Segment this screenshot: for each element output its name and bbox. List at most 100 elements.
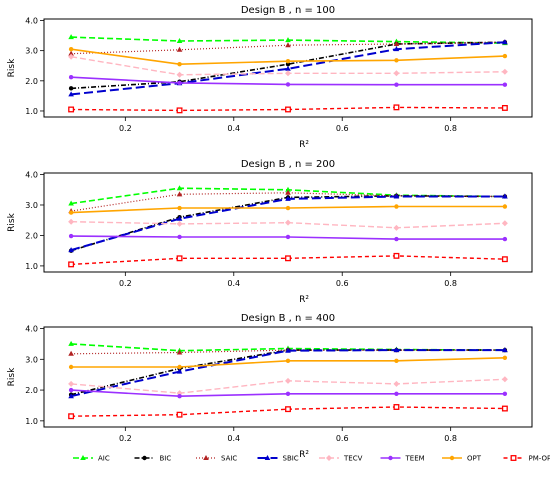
y-tick-label: 1.0 [25, 107, 38, 116]
x-tick-label: 0.8 [444, 434, 457, 443]
series-pm-opt [68, 404, 508, 420]
data-point-tecv [501, 68, 508, 75]
legend-label-pm-opt: PM-OPT [529, 455, 550, 463]
x-axis-label: R² [299, 140, 309, 150]
data-point-aic [68, 34, 74, 40]
data-point-bic [68, 86, 74, 91]
y-tick-label: 1.0 [25, 262, 38, 271]
x-tick-label: 0.6 [336, 434, 349, 443]
data-point-teem [68, 233, 74, 239]
data-point-teem [285, 82, 291, 87]
series-opt [68, 355, 508, 370]
data-point-pm-opt [68, 413, 75, 420]
chart-panel-2: Design B , n = 200 1.0 2.0 3.0 4.0 0.2 0.4 0.6 0… [7, 159, 533, 305]
y-tick-label: 4.0 [25, 325, 38, 334]
x-tick-label: 0.8 [444, 124, 457, 133]
data-point-teem [177, 394, 182, 399]
data-point-opt [394, 204, 399, 209]
data-point-opt [177, 62, 182, 67]
data-point-teem [394, 391, 399, 396]
data-point-sbic [502, 347, 508, 353]
data-point-sbic [68, 393, 74, 399]
data-point-sbic [502, 39, 508, 45]
data-point-opt [285, 358, 291, 364]
y-axis-label: Risk [7, 212, 17, 231]
data-point-opt [68, 46, 74, 52]
data-point-sbic [502, 193, 508, 199]
data-point-saic [176, 349, 183, 355]
x-tick-label: 0.4 [227, 124, 240, 133]
x-tick-label: 0.4 [227, 434, 240, 443]
legend-entry-saic: SAIC [196, 455, 237, 463]
plot-area [68, 340, 508, 420]
data-point-aic [176, 38, 183, 44]
legend-label-tecv: TECV [343, 455, 363, 463]
x-axis-label: R² [299, 295, 309, 305]
legend-entry-tecv: TECV [319, 455, 363, 463]
data-point-teem [394, 82, 399, 87]
x-tick-label: 0.4 [227, 279, 240, 288]
data-point-sbic [285, 65, 291, 71]
y-tick-label: 4.0 [25, 171, 38, 180]
legend-entry-teem: TEEM [380, 455, 425, 463]
data-point-pm-opt [393, 252, 400, 259]
series-pm-opt [68, 104, 508, 114]
data-point-tecv [501, 376, 508, 383]
data-point-teem [502, 236, 508, 242]
legend-entry-aic: AIC [73, 455, 110, 463]
data-point-aic [68, 340, 74, 346]
data-point-opt [502, 53, 508, 59]
series-teem [68, 233, 508, 242]
series-tecv [68, 53, 508, 78]
y-tick-label: 4.0 [25, 17, 38, 26]
data-point-sbic [393, 46, 400, 52]
data-point-tecv [501, 220, 508, 227]
legend-label-aic: AIC [98, 455, 110, 463]
y-tick-label: 1.0 [25, 417, 38, 426]
y-axis-label: Risk [7, 367, 17, 386]
data-point-teem [285, 391, 291, 396]
data-point-teem [394, 236, 399, 242]
data-point-pm-opt [68, 261, 75, 268]
series-teem [68, 387, 508, 399]
series-line-bic [71, 41, 505, 90]
x-tick-label: 0.8 [444, 279, 457, 288]
series-line-pm-opt [71, 106, 505, 112]
data-point-saic [176, 191, 183, 197]
data-point-tecv [176, 220, 183, 227]
legend-marker-opt [449, 455, 455, 461]
chart-panel-3: Design B , n = 400 1.0 2.0 3.0 4.0 0.2 0.4 0.6 0… [7, 313, 533, 460]
legend-marker-bic [142, 455, 147, 461]
data-point-opt [502, 204, 508, 209]
data-point-tecv [285, 70, 291, 77]
data-point-sbic [176, 215, 183, 221]
data-point-aic [176, 185, 183, 191]
legend-entry-pm-opt: PM-OPT [503, 455, 550, 463]
data-point-saic [68, 50, 74, 56]
data-point-sbic [285, 195, 291, 201]
legend-entry-bic: BIC [134, 455, 171, 463]
data-point-pm-opt [176, 255, 183, 262]
data-point-bic [285, 62, 291, 67]
data-point-pm-opt [68, 106, 75, 113]
y-axis-label: Risk [7, 58, 17, 77]
legend: AIC BIC SAIC SBIC TECV TEEM OPT PM-OPT [73, 455, 550, 463]
legend-marker-tecv [326, 455, 332, 461]
data-point-tecv [68, 218, 75, 225]
legend-marker-aic [80, 455, 86, 460]
legend-label-sbic: SBIC [283, 455, 299, 463]
y-tick-label: 2.0 [25, 386, 38, 395]
plot-area [68, 185, 508, 268]
data-point-teem [502, 82, 508, 87]
legend-marker-sbic [264, 455, 271, 460]
data-point-tecv [68, 53, 75, 60]
legend-label-saic: SAIC [221, 455, 237, 463]
data-point-pm-opt [501, 105, 508, 111]
data-point-pm-opt [176, 411, 183, 418]
data-point-tecv [285, 219, 291, 226]
series-opt [68, 204, 508, 215]
data-point-sbic [68, 247, 74, 253]
x-tick-label: 0.6 [336, 124, 349, 133]
data-point-pm-opt [393, 404, 400, 410]
